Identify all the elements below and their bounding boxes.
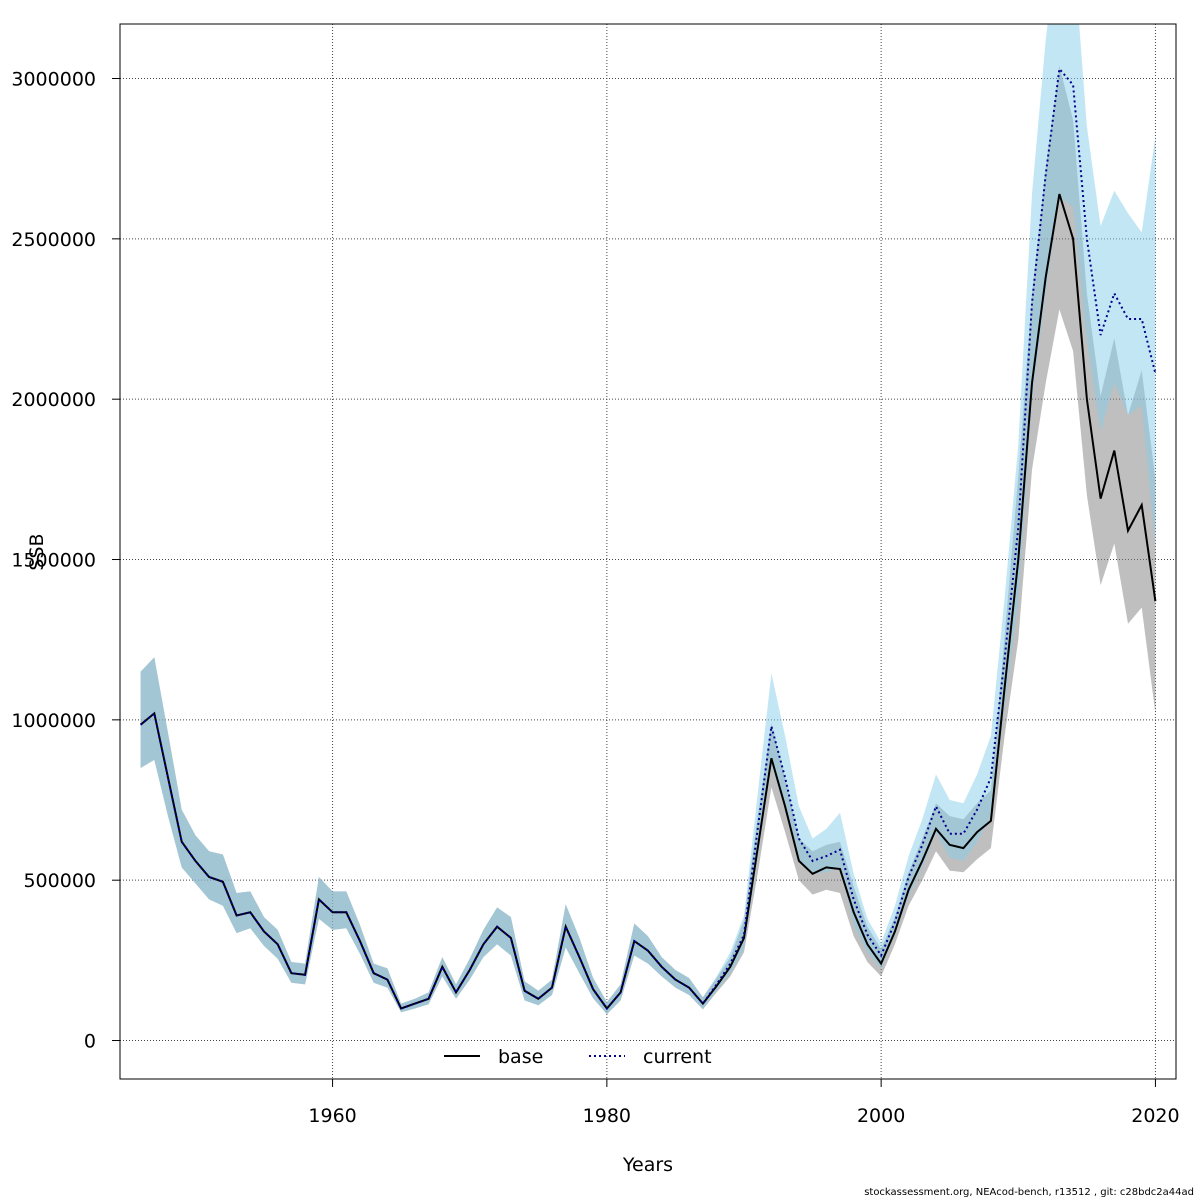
y-tick-label-0: 0 [84, 1031, 96, 1053]
x-axis: 1960 1980 2000 2020 [308, 1079, 1180, 1127]
x-axis-title: Years [622, 1154, 673, 1176]
y-axis-title: SSB [26, 533, 48, 570]
y-tick-label-3000000: 3000000 [11, 69, 96, 91]
x-tick-label-2000: 2000 [857, 1105, 905, 1127]
footer-note: stockassessment.org, NEAcod-bench, r1351… [864, 1187, 1194, 1198]
plot-frame [119, 23, 1177, 1080]
x-tick-label-2020: 2020 [1131, 1105, 1179, 1127]
x-tick-label-1980: 1980 [583, 1105, 631, 1127]
series-line-current [139, 66, 1157, 1011]
y-tick-label-2000000: 2000000 [11, 389, 96, 411]
y-axis: 0 500000 1000000 1500000 2000000 2500000 30000… [11, 69, 120, 1053]
legend-label-current: current [643, 1046, 712, 1068]
legend-label-base: base [498, 1046, 543, 1068]
y-tick-label-1500000: 1500000 [11, 550, 96, 572]
x-tick-label-1960: 1960 [308, 1105, 356, 1127]
y-tick-label-1000000: 1000000 [11, 710, 96, 732]
series-lines [139, 66, 1157, 1011]
y-tick-label-500000: 500000 [23, 870, 96, 892]
y-tick-label-2500000: 2500000 [11, 229, 96, 251]
legend: base current [444, 1046, 712, 1068]
